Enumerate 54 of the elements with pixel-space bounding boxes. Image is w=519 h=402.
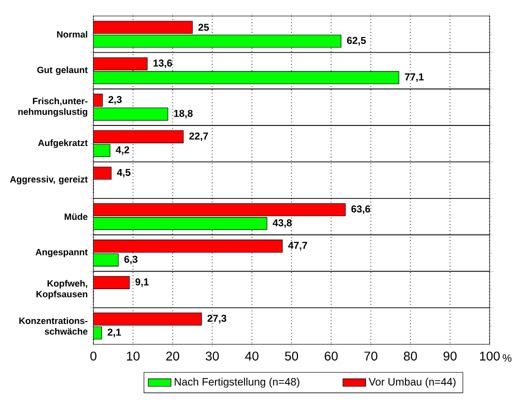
bar bbox=[93, 326, 102, 340]
data-label: 2,3 bbox=[108, 96, 122, 105]
bar bbox=[93, 312, 202, 326]
y-tick-label: Aggressiv, gereizt bbox=[10, 176, 88, 185]
data-label: 6,3 bbox=[124, 256, 138, 264]
bar bbox=[93, 276, 130, 290]
y-tick-label: Kopfweh, Kopfsausen bbox=[36, 280, 88, 300]
data-label: 43,8 bbox=[272, 219, 292, 228]
x-tick-label: 100 bbox=[480, 352, 500, 361]
x-tick-label: 70 bbox=[364, 352, 378, 361]
bar bbox=[93, 108, 168, 121]
x-tick-label: 40 bbox=[245, 352, 258, 361]
x-tick-label: 60 bbox=[324, 352, 338, 361]
data-label: 62,5 bbox=[347, 37, 366, 46]
y-tick-label: Frisch,unter-nehmungslustig bbox=[18, 98, 88, 117]
x-tick-label: 80 bbox=[404, 352, 417, 361]
bar bbox=[93, 21, 193, 34]
bar bbox=[93, 58, 148, 70]
x-tick-label: 50 bbox=[284, 352, 298, 361]
y-tick-label: Gut gelaunt bbox=[37, 66, 88, 76]
bar bbox=[93, 217, 268, 230]
bar bbox=[93, 130, 184, 144]
x-tick-label: 30 bbox=[206, 352, 219, 361]
bar bbox=[93, 71, 400, 84]
data-label: 4,2 bbox=[116, 146, 130, 156]
bar bbox=[93, 144, 110, 158]
x-axis-title: % bbox=[502, 354, 512, 362]
data-label: 9,1 bbox=[135, 278, 149, 288]
data-label: 13,6 bbox=[154, 60, 172, 68]
bar bbox=[93, 34, 342, 48]
data-label: 27,3 bbox=[208, 315, 226, 324]
bar bbox=[93, 240, 283, 253]
data-label: 77,1 bbox=[404, 74, 424, 82]
x-tick-label: 10 bbox=[126, 352, 140, 361]
data-label: 2,1 bbox=[108, 328, 121, 338]
x-tick-label: 0 bbox=[90, 352, 96, 361]
data-label: 25 bbox=[198, 24, 209, 32]
x-tick-label: 20 bbox=[166, 352, 180, 361]
y-tick-label: Normal bbox=[57, 31, 88, 38]
legend-label: Nach Fertigstellung (n=48) bbox=[174, 378, 300, 388]
data-label: 18,8 bbox=[174, 110, 193, 119]
bar bbox=[93, 166, 112, 180]
data-label: 63,6 bbox=[351, 206, 370, 214]
bar bbox=[93, 254, 119, 267]
data-label: 22,7 bbox=[189, 132, 208, 142]
data-label: 47,7 bbox=[288, 242, 308, 251]
bar bbox=[93, 203, 346, 216]
x-tick-label: 90 bbox=[444, 352, 457, 361]
y-tick-label: Aufgekratzt bbox=[38, 140, 88, 148]
legend-label: Vor Umbau (n=44) bbox=[368, 378, 456, 388]
data-label: 4,5 bbox=[116, 169, 130, 178]
y-tick-label: Angespannt bbox=[36, 249, 88, 258]
y-tick-label: Konzentrations-schwäche bbox=[19, 318, 88, 335]
y-tick-label: Müde bbox=[64, 213, 88, 220]
